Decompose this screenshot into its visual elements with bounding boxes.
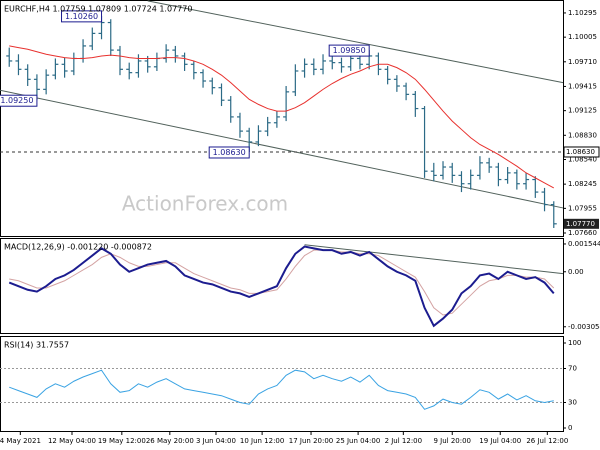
macd-line xyxy=(8,245,555,328)
x-tick-label: 26 May 20:00 xyxy=(146,437,194,445)
x-tick-label: 9 Jul 20:00 xyxy=(433,437,471,445)
annotation-box xyxy=(208,146,250,159)
rsi-line xyxy=(9,369,554,410)
annotation-label: 1.09850 xyxy=(333,46,366,55)
panel-title: MACD(12,26,9) -0.001220 -0.000872 xyxy=(4,243,152,252)
y-tick-label: 100 xyxy=(568,339,581,347)
annotation-label: 1.08630 xyxy=(213,148,246,157)
annotation-box xyxy=(0,94,38,107)
annotation-label: 1.10260 xyxy=(65,12,98,21)
annotation-box xyxy=(61,10,103,23)
y-tick-label: 1.08830 xyxy=(568,131,597,139)
x-tick-label: 26 Jul 12:00 xyxy=(526,437,568,445)
panel-title: EURCHF,H4 1.07759 1.07809 1.07724 1.0777… xyxy=(4,5,192,14)
annotation-box xyxy=(328,44,370,57)
price-panel xyxy=(0,0,564,237)
x-tick-label: 19 Jul 04:00 xyxy=(479,437,521,445)
x-tick-label: 17 Jun 20:00 xyxy=(289,437,333,445)
y-tick-label: 30 xyxy=(568,399,577,407)
trend-line xyxy=(147,0,564,84)
x-tick-label: 3 Jun 04:00 xyxy=(196,437,236,445)
last-price-label: 1.07770 xyxy=(566,220,595,228)
y-tick-label: 1.07955 xyxy=(568,204,597,212)
rsi-panel xyxy=(0,336,564,432)
y-tick-label: 0.001544 xyxy=(568,240,600,248)
y-tick-label: 1.08245 xyxy=(568,180,597,188)
macd-panel xyxy=(0,238,564,334)
x-tick-label: 10 Jun 12:00 xyxy=(240,437,284,445)
y-tick-label: -0.003054 xyxy=(568,323,600,331)
y-tick-label: 0 xyxy=(568,424,572,432)
y-tick-label: 1.09415 xyxy=(568,82,597,90)
level-box xyxy=(563,146,600,158)
x-tick-label: 19 May 12:00 xyxy=(98,437,146,445)
x-tick-label: 4 May 2021 xyxy=(0,437,41,445)
moving-average xyxy=(9,45,555,189)
y-tick-label: 1.09125 xyxy=(568,107,597,115)
annotation-label: 1.09250 xyxy=(0,96,33,105)
y-tick-label: 1.07660 xyxy=(568,229,597,237)
y-tick-label: 1.08540 xyxy=(568,156,597,164)
level-label: 1.08630 xyxy=(566,148,595,156)
trend-line xyxy=(0,89,564,209)
panel-title: RSI(14) 31.7557 xyxy=(4,341,69,350)
trend-line xyxy=(304,244,564,275)
y-tick-label: 1.09710 xyxy=(568,58,597,66)
last-price-box xyxy=(564,218,599,229)
watermark: ActionForex.com xyxy=(122,192,288,216)
x-tick-label: 2 Jul 12:00 xyxy=(385,437,423,445)
y-tick-label: 0.00 xyxy=(568,268,584,276)
macd-line xyxy=(9,249,555,316)
x-tick-label: 25 Jun 04:00 xyxy=(336,437,380,445)
y-tick-label: 1.10295 xyxy=(568,9,597,17)
x-tick-label: 12 May 04:00 xyxy=(48,437,96,445)
y-tick-label: 70 xyxy=(568,365,577,373)
y-tick-label: 1.10005 xyxy=(568,33,597,41)
